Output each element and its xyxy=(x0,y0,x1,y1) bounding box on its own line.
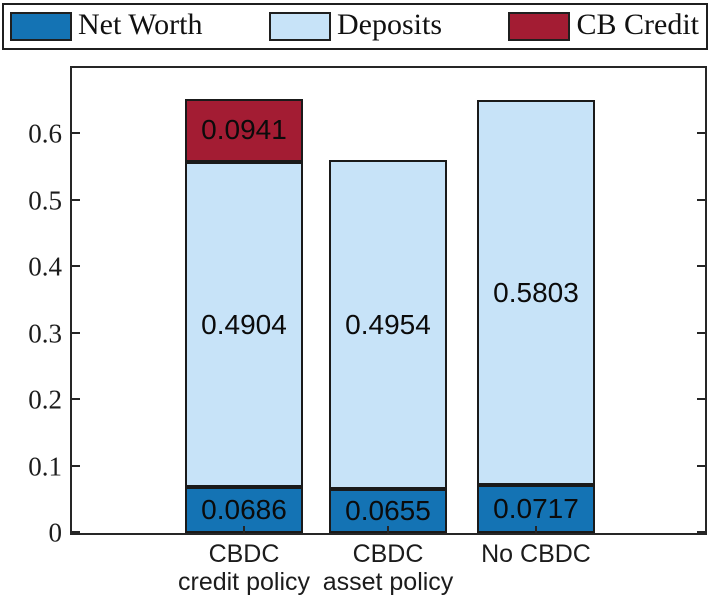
bar-segment: 0.5803 xyxy=(477,99,595,486)
bar-segment: 0.4904 xyxy=(185,161,303,488)
y-tick-mark-left xyxy=(72,398,80,401)
bar-segment: 0.0941 xyxy=(185,99,303,162)
bar-value-label: 0.5803 xyxy=(493,276,579,308)
legend-label-net-worth: Net Worth xyxy=(78,8,203,41)
y-tick-label: 0.6 xyxy=(28,118,62,149)
y-tick-mark-right xyxy=(697,331,705,334)
y-tick-mark-left xyxy=(72,265,80,268)
chart-legend: Net Worth Deposits CB Credit xyxy=(2,3,708,50)
y-tick-mark-left xyxy=(72,198,80,201)
x-tick-mark xyxy=(535,526,537,533)
bar-value-label: 0.0655 xyxy=(345,495,431,527)
y-tick-label: 0.3 xyxy=(28,318,62,349)
y-tick-label: 0.5 xyxy=(28,185,62,216)
y-tick-label: 0.4 xyxy=(28,251,62,282)
plot-area: 0.0686 0.4904 0.0941 0.0655 0.4954 0.0717 0.58… xyxy=(70,66,707,535)
bar-value-label: 0.0717 xyxy=(493,493,579,525)
y-tick-mark-left xyxy=(72,464,80,467)
y-tick-mark-right xyxy=(697,398,705,401)
bar-segment: 0.4954 xyxy=(329,160,447,490)
y-tick-label: 0 xyxy=(48,517,63,548)
y-tick-mark-left xyxy=(72,331,80,334)
cb-credit-color-swatch xyxy=(508,12,571,41)
bar-value-label: 0.0686 xyxy=(201,494,287,526)
y-tick-label: 0.2 xyxy=(28,384,62,415)
legend-label-deposits: Deposits xyxy=(337,8,442,41)
net-worth-color-swatch xyxy=(10,12,72,41)
x-tick-mark xyxy=(243,526,245,533)
legend-item-net-worth: Net Worth xyxy=(10,10,203,43)
x-tick-label: No CBDC xyxy=(481,540,591,568)
legend-label-cb-credit: CB Credit xyxy=(576,8,699,41)
x-tick-mark xyxy=(387,526,389,533)
y-tick-label: 0.1 xyxy=(28,451,62,482)
legend-item-cb-credit: CB Credit xyxy=(508,10,699,43)
bar-value-label: 0.4904 xyxy=(201,308,287,340)
y-tick-mark-right xyxy=(697,265,705,268)
bar-value-label: 0.4954 xyxy=(345,308,431,340)
x-tick-label: CBDC asset policy xyxy=(322,540,454,596)
deposits-color-swatch xyxy=(269,12,331,41)
bar-segment: 0.0686 xyxy=(185,487,303,533)
y-tick-mark-right xyxy=(697,198,705,201)
bar-segment: 0.0717 xyxy=(477,485,595,533)
y-tick-mark-left xyxy=(72,531,80,533)
y-tick-mark-right xyxy=(697,464,705,467)
y-tick-mark-left xyxy=(72,132,80,135)
x-tick-label: CBDC credit policy xyxy=(178,540,310,596)
bar-value-label: 0.0941 xyxy=(201,114,287,146)
y-tick-mark-right xyxy=(697,132,705,135)
legend-item-deposits: Deposits xyxy=(269,10,442,43)
y-tick-mark-right xyxy=(697,531,705,533)
